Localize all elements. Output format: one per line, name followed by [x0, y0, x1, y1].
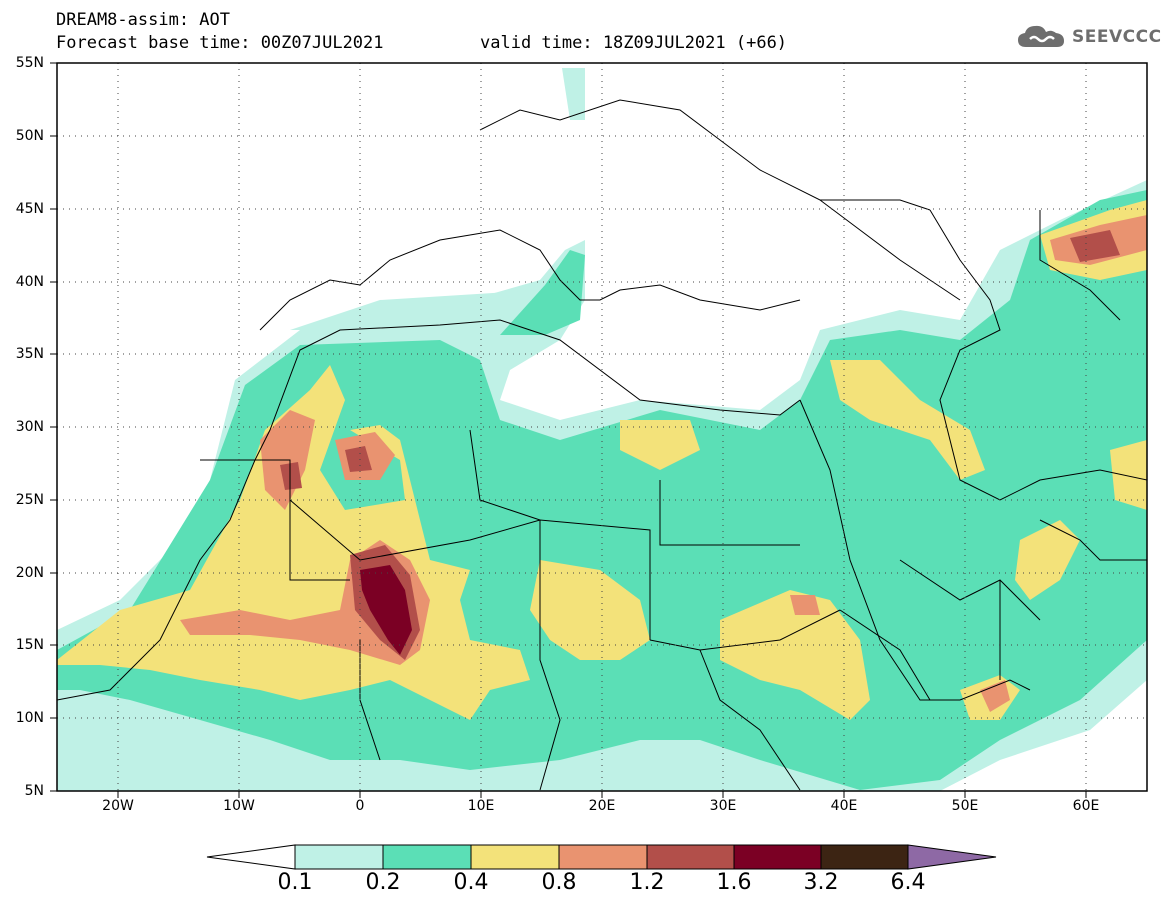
colorbar-label: 0.2: [365, 870, 401, 895]
lat-label: 10N: [15, 710, 44, 726]
lon-label: 20E: [588, 798, 616, 814]
lat-label: 50N: [15, 128, 44, 144]
aot-band-0.8: [980, 680, 1010, 712]
colorbar-under-arrow: [206, 844, 296, 870]
lat-label: 25N: [15, 492, 44, 508]
colorbar-label: 1.6: [716, 870, 752, 895]
colorbar-bin: [470, 844, 560, 870]
aot-band-0.4: [720, 590, 870, 720]
aot-band-0.4: [1110, 440, 1147, 510]
colorbar-bin: [733, 844, 822, 870]
lat-label: 5N: [24, 783, 44, 799]
aot-band-0.4: [620, 420, 700, 470]
colorbar-label: 0.8: [541, 870, 577, 895]
logo-text: SEEVCCC: [1072, 27, 1162, 47]
lon-label: 20W: [102, 798, 134, 814]
colorbar-bin: [646, 844, 735, 870]
colorbar-label: 6.4: [890, 870, 926, 895]
base-time: Forecast base time: 00Z07JUL2021: [56, 33, 384, 53]
aot-band-0.1: [290, 290, 540, 330]
lon-label: 40E: [830, 798, 858, 814]
aot-band-1.2: [1070, 230, 1120, 262]
colorbar-label: 1.2: [629, 870, 665, 895]
lat-label: 15N: [15, 637, 44, 653]
valid-time: valid time: 18Z09JUL2021 (+66): [480, 33, 788, 53]
colorbar-bin: [294, 844, 384, 870]
coastlines: [57, 99, 1147, 791]
axis-ticks: [50, 62, 1087, 798]
aot-band-1.6: [360, 565, 412, 655]
cloud-icon: [1018, 25, 1064, 47]
lat-label: 35N: [15, 346, 44, 362]
aot-band-1.2: [280, 462, 302, 490]
lat-label: 45N: [15, 201, 44, 217]
lon-label: 10W: [223, 798, 255, 814]
aot-band-0.4: [530, 560, 650, 660]
lon-label: 10E: [467, 798, 495, 814]
aot-band-1.2: [345, 446, 372, 472]
colorbar-bin: [558, 844, 648, 870]
colorbar-over-arrow: [907, 844, 997, 870]
colorbar-label: 3.2: [803, 870, 839, 895]
lat-label: 20N: [15, 565, 44, 581]
lon-label: 30E: [709, 798, 737, 814]
aot-band-0.1: [562, 68, 585, 120]
lat-label: 30N: [15, 419, 44, 435]
forecast-times: Forecast base time: 00Z07JUL2021 valid ti…: [56, 33, 787, 53]
seevccc-logo: SEEVCCC: [1016, 23, 1162, 51]
aot-band-0.4: [830, 360, 985, 480]
map-title: DREAM8-assim: AOT: [56, 10, 230, 30]
lon-label: 50E: [951, 798, 979, 814]
aot-band-0.8: [790, 595, 820, 615]
colorbar-bin: [382, 844, 472, 870]
colorbar: [206, 844, 997, 870]
lat-label: 40N: [15, 274, 44, 290]
colorbar-label: 0.4: [453, 870, 489, 895]
lon-label: 0: [355, 798, 365, 814]
graticule: [57, 63, 1147, 791]
colorbar-label: 0.1: [277, 870, 313, 895]
aot-band-0.2: [500, 250, 585, 335]
lon-label: 60E: [1072, 798, 1100, 814]
colorbar-bin: [820, 844, 909, 870]
lat-label: 55N: [15, 55, 44, 71]
aot-band-0.4: [1015, 520, 1080, 600]
